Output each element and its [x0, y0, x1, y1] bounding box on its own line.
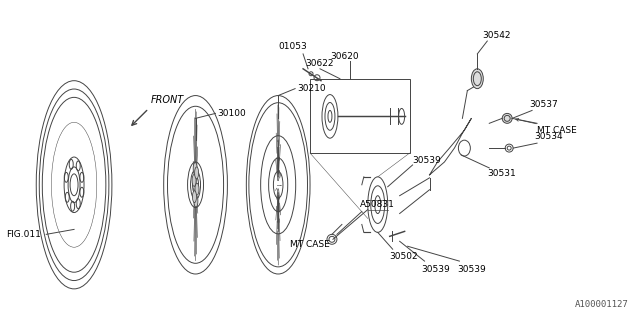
Text: 30539: 30539	[422, 265, 451, 274]
Ellipse shape	[194, 195, 198, 207]
Text: 30542: 30542	[483, 31, 511, 40]
Text: 30534: 30534	[534, 132, 563, 141]
Ellipse shape	[502, 113, 512, 123]
Text: FRONT: FRONT	[151, 95, 184, 106]
Text: 30622: 30622	[305, 59, 333, 68]
Text: 30531: 30531	[487, 169, 516, 178]
Text: A100001127: A100001127	[575, 300, 628, 309]
Text: 30502: 30502	[390, 252, 419, 261]
Ellipse shape	[195, 167, 198, 179]
Text: FIG.011: FIG.011	[6, 230, 41, 239]
Ellipse shape	[192, 174, 196, 186]
Ellipse shape	[193, 191, 196, 203]
Text: 30620: 30620	[330, 52, 358, 61]
Text: 01053: 01053	[278, 43, 307, 52]
Text: 30210: 30210	[297, 84, 326, 93]
Ellipse shape	[471, 69, 483, 89]
Text: 30539: 30539	[413, 156, 442, 165]
Bar	[310, 79, 410, 153]
Ellipse shape	[193, 163, 197, 174]
Ellipse shape	[195, 183, 199, 195]
Text: 30537: 30537	[529, 100, 558, 109]
Text: MT CASE: MT CASE	[537, 126, 577, 135]
Text: MT CASE: MT CASE	[290, 240, 330, 249]
Text: A50831: A50831	[360, 200, 395, 209]
Text: 30539: 30539	[458, 265, 486, 274]
Text: 30100: 30100	[218, 109, 246, 118]
